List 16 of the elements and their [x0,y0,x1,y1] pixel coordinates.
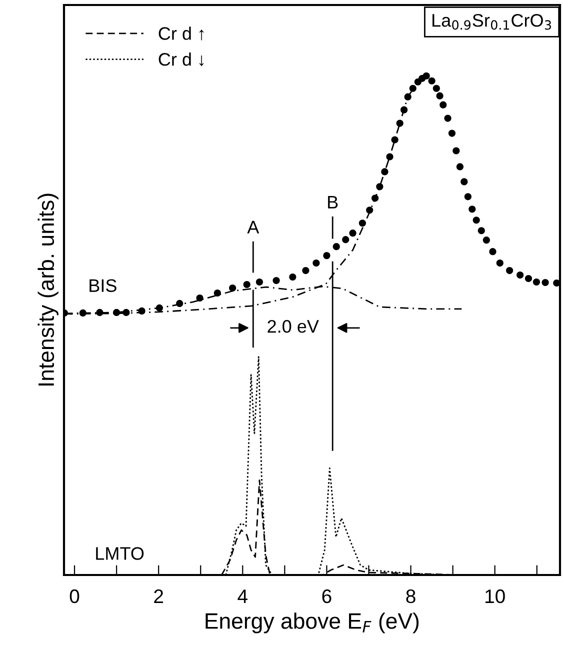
annotation: BIS [90,279,116,292]
legend-label: Cr d ↑ [158,26,204,40]
chart-title: La$_{0.9}$Sr$_{0.1}$CrO$_{3}$ [432,14,552,30]
x-axis-title: Energy above E$_{F}$ (eV) [206,612,419,634]
x-tick-label: 8 [406,589,416,604]
annotation: B [328,196,338,208]
annotation: A [247,220,260,234]
x-tick-label: 4 [238,590,248,603]
x-tick-label: 2 [154,589,164,603]
x-tick-label: 0 [70,589,80,604]
y-axis-title: Intensity (arb. units) [38,194,58,386]
annotation: LMTO [96,547,144,560]
x-tick-label: 6 [322,589,332,604]
annotation: 2.0 eV [268,320,319,333]
legend-label: Cr d ↓ [158,52,204,66]
x-tick-label: 10 [486,589,505,604]
